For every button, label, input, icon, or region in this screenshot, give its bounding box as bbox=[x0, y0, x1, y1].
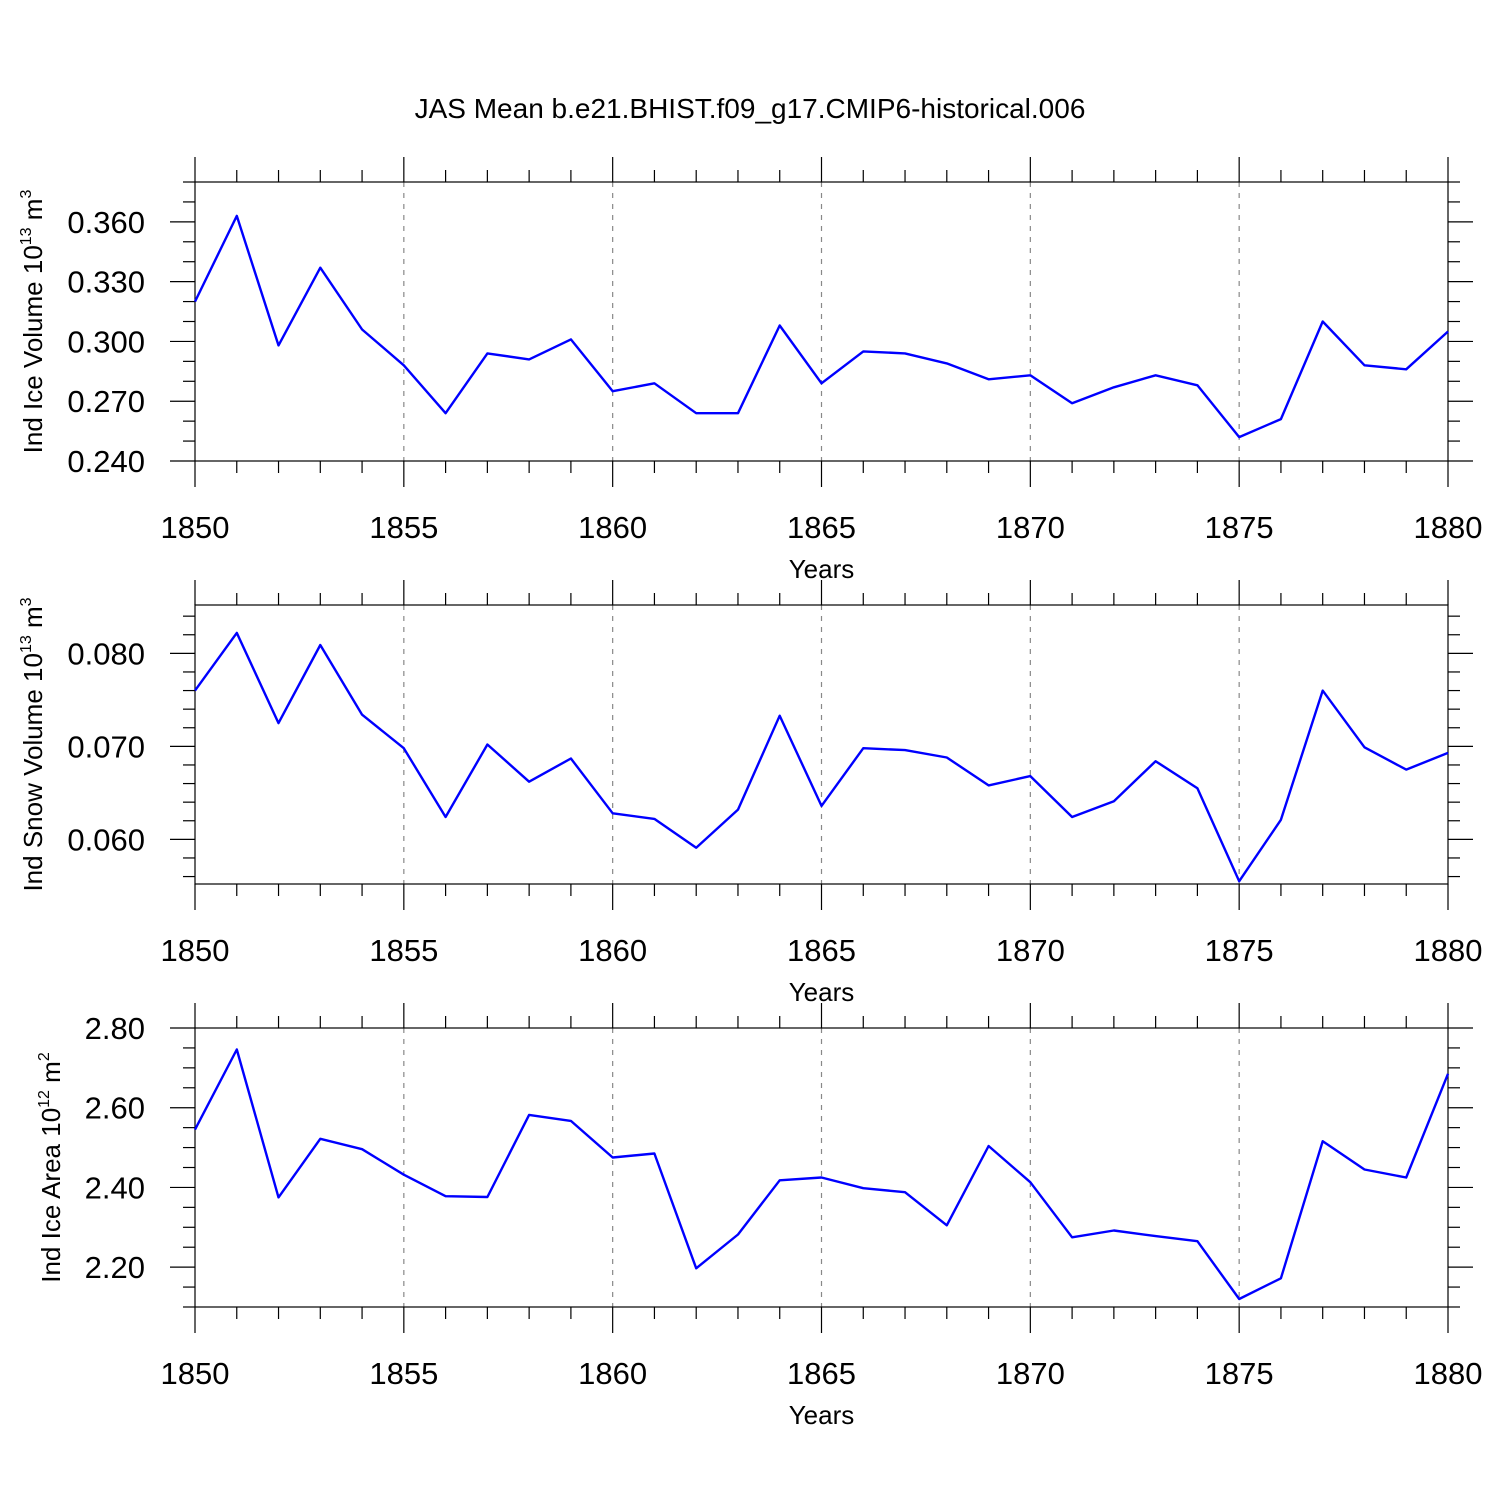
x-tick-label: 1880 bbox=[1414, 933, 1483, 968]
series-line-ind-snow-volume bbox=[194, 631, 1449, 883]
x-tick-label: 1860 bbox=[578, 933, 647, 968]
y-tick-label: 2.40 bbox=[85, 1170, 145, 1205]
x-tick-label: 1855 bbox=[369, 1356, 438, 1391]
y-tick-label: 0.330 bbox=[67, 265, 145, 300]
y-axis-title-superscript: 3 bbox=[18, 190, 35, 199]
y-axis-title-part: Ind Snow Volume 10 bbox=[18, 653, 48, 892]
series-line-ind-ice-volume bbox=[193, 214, 1449, 439]
y-tick-label: 0.360 bbox=[67, 205, 145, 240]
plot-frame bbox=[194, 181, 1449, 462]
x-tick-label: 1855 bbox=[369, 510, 438, 545]
x-tick-label: 1880 bbox=[1414, 1356, 1483, 1391]
x-axis-title: Years bbox=[789, 977, 855, 1007]
y-axis-title-part: Ind Ice Area 10 bbox=[36, 1108, 66, 1283]
y-tick-label: 2.80 bbox=[85, 1011, 145, 1046]
x-tick-label: 1850 bbox=[161, 510, 230, 545]
x-tick-label: 1850 bbox=[161, 1356, 230, 1391]
y-axis-title-superscript: 13 bbox=[18, 227, 35, 245]
x-tick-label: 1870 bbox=[996, 510, 1065, 545]
chart-title: JAS Mean b.e21.BHIST.f09_g17.CMIP6-histo… bbox=[415, 93, 1086, 124]
y-axis-title-superscript: 12 bbox=[36, 1090, 53, 1108]
y-axis-title-part: m bbox=[18, 199, 48, 228]
x-axis-title: Years bbox=[789, 554, 855, 584]
y-tick-label: 2.20 bbox=[85, 1250, 145, 1285]
x-tick-label: 1865 bbox=[787, 510, 856, 545]
x-tick-label: 1880 bbox=[1414, 510, 1483, 545]
panel-1: 0.240 0.270 0.300 0.330 0.360 1850 1855 1860 186… bbox=[18, 157, 1482, 584]
x-axis-title: Years bbox=[789, 1400, 855, 1430]
x-tick-label: 1875 bbox=[1205, 933, 1274, 968]
x-tick-label: 1860 bbox=[578, 510, 647, 545]
x-tick-label: 1855 bbox=[369, 933, 438, 968]
x-tick-label: 1875 bbox=[1205, 1356, 1274, 1391]
panels: 0.240 0.270 0.300 0.330 0.360 1850 1855 1860 186… bbox=[18, 157, 1482, 1430]
y-axis-title-part: m bbox=[36, 1061, 66, 1090]
y-axis-title-superscript: 3 bbox=[18, 597, 35, 606]
y-axis-title-part: m bbox=[18, 606, 48, 635]
y-axis-title: Ind Snow Volume 1013 m3 bbox=[18, 597, 48, 891]
x-tick-label: 1850 bbox=[161, 933, 230, 968]
plot-frame bbox=[194, 604, 1449, 885]
y-axis-title-superscript: 2 bbox=[36, 1052, 53, 1061]
panel-2: 0.060 0.070 0.080 1850 1855 1860 1865 1870 1875 1… bbox=[18, 580, 1482, 1007]
x-tick-label: 1865 bbox=[787, 1356, 856, 1391]
y-tick-label: 0.070 bbox=[67, 729, 145, 764]
y-tick-label: 2.60 bbox=[85, 1091, 145, 1126]
y-tick-label: 0.060 bbox=[67, 822, 145, 857]
y-axis-title: Ind Ice Volume 1013 m3 bbox=[18, 190, 48, 454]
y-axis-title-part: Ind Ice Volume 10 bbox=[18, 245, 48, 453]
y-axis-title-superscript: 13 bbox=[18, 635, 35, 653]
x-tick-label: 1860 bbox=[578, 1356, 647, 1391]
y-tick-label: 0.240 bbox=[67, 444, 145, 479]
y-tick-label: 0.300 bbox=[67, 324, 145, 359]
y-axis-title: Ind Ice Area 1012 m2 bbox=[36, 1052, 66, 1283]
x-tick-label: 1865 bbox=[787, 933, 856, 968]
panel-3: 2.20 2.40 2.60 2.80 1850 1855 1860 1865 1870 1875… bbox=[36, 1003, 1482, 1430]
x-tick-label: 1870 bbox=[996, 1356, 1065, 1391]
series-line-ind-ice-area bbox=[193, 1048, 1450, 1301]
plot-frame bbox=[194, 1027, 1449, 1308]
x-tick-label: 1875 bbox=[1205, 510, 1274, 545]
y-tick-label: 0.080 bbox=[67, 636, 145, 671]
x-tick-label: 1870 bbox=[996, 933, 1065, 968]
y-tick-label: 0.270 bbox=[67, 384, 145, 419]
